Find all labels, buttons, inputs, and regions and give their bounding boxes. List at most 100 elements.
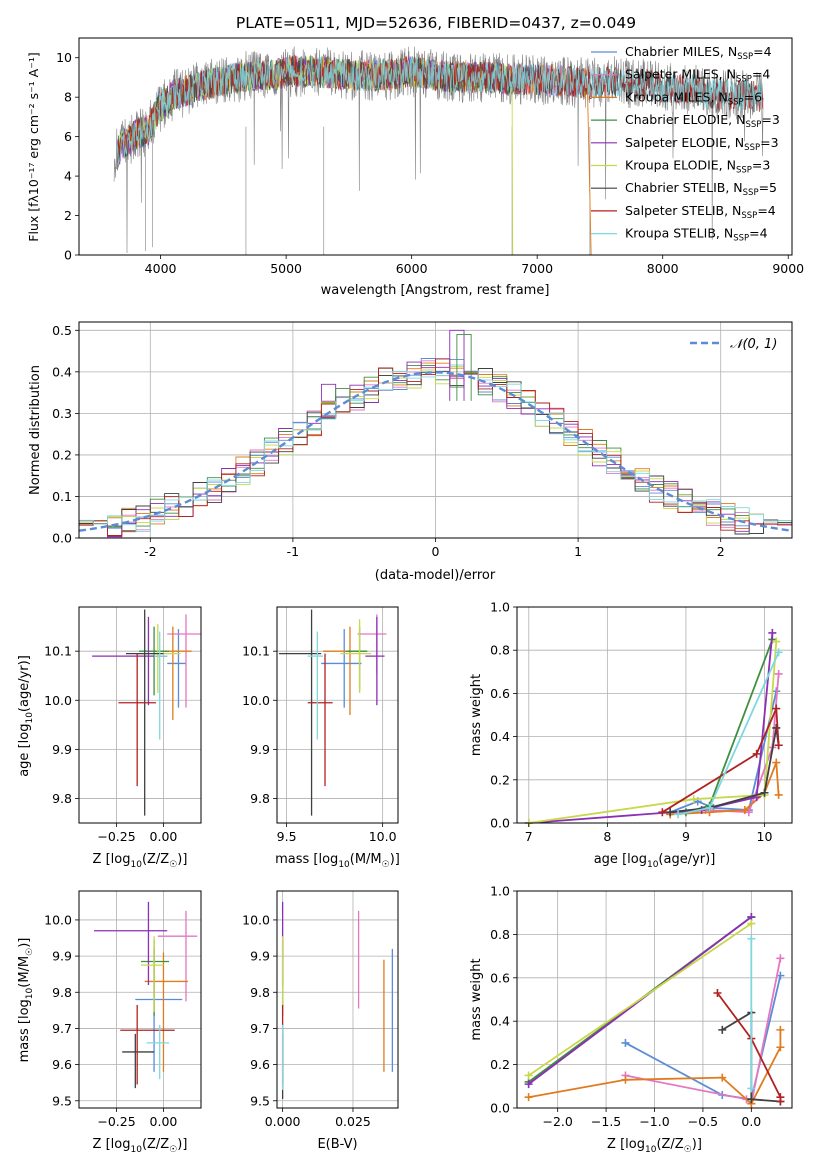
y-tick-label: 0.4 — [490, 729, 510, 744]
x-tick-label: −0.5 — [688, 1114, 718, 1129]
y-tick-label: 0.2 — [490, 1057, 510, 1072]
legend-sub: SSP — [743, 188, 759, 198]
axes-frame — [276, 890, 399, 1109]
plus-marker — [524, 1071, 533, 1080]
y-tick-label: 10 — [56, 50, 72, 65]
legend-sub: SSP — [736, 166, 752, 176]
y-tick-label: 0.6 — [490, 970, 510, 985]
plus-marker — [774, 741, 783, 750]
y-tick-label: 10.1 — [44, 644, 72, 659]
y-axis-label: mass [log10(M/M☉)] — [17, 938, 35, 1063]
label-rest: (age/yr)] — [17, 655, 32, 712]
subscript: ☉ — [25, 948, 35, 956]
legend-sub: SSP — [733, 234, 749, 244]
axes-frame — [78, 606, 202, 824]
legend-suffix: =4 — [752, 67, 770, 82]
label-rest: (age/yr)] — [658, 852, 715, 867]
x-tick-label: 10 — [757, 829, 773, 844]
x-tick-label: 1 — [574, 544, 582, 559]
y-tick-label: 10.0 — [242, 912, 270, 927]
plus-marker — [774, 790, 783, 799]
axes-frame — [78, 890, 202, 1109]
y-tick-label: 0.8 — [490, 927, 510, 942]
plus-marker — [776, 1097, 785, 1106]
plus-marker — [705, 803, 714, 812]
x-tick-label: 0.00 — [150, 829, 178, 844]
legend-suffix: =4 — [753, 44, 771, 59]
histogram-peak-bin — [456, 334, 472, 401]
legend-suffix: =4 — [757, 203, 775, 218]
y-axis-label: Flux [fλ10⁻¹⁷ erg cm⁻² s⁻¹ A⁻¹] — [26, 52, 41, 241]
y-axis-label: age [log10(age/yr)] — [17, 655, 35, 777]
legend-sub: SSP — [737, 52, 753, 62]
y-tick-label: 0.6 — [490, 686, 510, 701]
y-tick-label: 9.6 — [250, 1057, 270, 1072]
legend-label: 𝒩(0, 1) — [730, 337, 777, 352]
plus-marker — [772, 637, 781, 646]
model-cutoff — [511, 87, 514, 256]
subscript: 10 — [130, 1145, 142, 1155]
y-tick-label: 2 — [64, 208, 72, 223]
y-tick-label: 9.5 — [52, 1093, 72, 1108]
x-tick-label: 7000 — [521, 261, 553, 276]
y-tick-label: 0.0 — [52, 531, 72, 546]
legend-label: Salpeter STELIB, NSSP=4 — [625, 203, 776, 221]
subscript: 10 — [645, 1145, 657, 1155]
mass-weight-line — [685, 639, 774, 814]
x-tick-label: −1.5 — [591, 1114, 621, 1129]
y-tick-label: 0.1 — [52, 489, 72, 504]
plus-marker — [747, 1084, 756, 1093]
plus-marker — [776, 954, 785, 963]
x-tick-label: −2.0 — [542, 1114, 572, 1129]
legend-label: Chabrier ELODIE, NSSP=3 — [625, 112, 780, 130]
y-tick-label: 10.0 — [242, 693, 270, 708]
plus-marker — [621, 1075, 630, 1084]
histogram-peak-bin — [335, 388, 351, 401]
plus-marker — [621, 1038, 630, 1047]
subscript: 10 — [25, 712, 35, 724]
label-rest: )] — [177, 1137, 187, 1152]
x-axis-label: Z [log10(Z/Z☉)] — [93, 852, 188, 870]
plus-marker — [718, 1025, 727, 1034]
legend-label: Chabrier MILES, NSSP=4 — [625, 44, 772, 62]
x-tick-label: 0 — [432, 544, 440, 559]
plus-marker — [772, 704, 781, 713]
y-axis-label: mass weight — [469, 674, 484, 756]
x-tick-label: 9 — [682, 829, 690, 844]
residual-histogram-panel: -2 -1 0 1 2 0.0 0.1 0.2 0.3 0.4 0.5 (data-model)/er… — [28, 321, 793, 583]
plus-marker — [666, 808, 675, 817]
mass-vs-metallicity-panel: −0.25 0.00 9.5 9.6 9.7 9.8 9.9 10.0 Z [log10(Z/Z… — [17, 890, 202, 1155]
x-tick-label: 2 — [717, 544, 725, 559]
label-rest: (Z/Z — [142, 852, 169, 867]
x-tick-label: 7 — [525, 829, 533, 844]
y-tick-label: 0.4 — [490, 1014, 510, 1029]
x-tick-label: −0.25 — [97, 1114, 135, 1129]
plus-marker — [752, 749, 761, 758]
label-rest: (Z/Z — [656, 1137, 683, 1152]
y-tick-label: 9.7 — [52, 1021, 72, 1036]
legend-sub: SSP — [728, 97, 744, 107]
y-tick-label: 9.7 — [250, 1021, 270, 1036]
histogram-peak-bin — [449, 329, 465, 401]
spectrum-panel: 4000 5000 6000 7000 8000 9000 0 2 4 6 8 10 wavelengt… — [26, 37, 804, 298]
x-tick-label: 5000 — [270, 261, 302, 276]
x-tick-label: -2 — [144, 544, 156, 559]
axes-frame — [276, 606, 399, 824]
y-tick-label: 0.5 — [52, 323, 72, 338]
legend-sub: SSP — [744, 143, 760, 153]
x-axis-label: mass [log10(M/M☉)] — [275, 852, 400, 870]
y-tick-label: 6 — [64, 129, 72, 144]
x-tick-label: -1 — [287, 544, 299, 559]
subscript: ☉ — [169, 860, 177, 870]
plus-marker — [658, 808, 667, 817]
plus-marker — [774, 669, 783, 678]
x-axis-label: wavelength [Angstrom, rest frame] — [321, 283, 550, 298]
model-spectrum-line — [116, 55, 764, 169]
legend-label: Kroupa STELIB, NSSP=4 — [625, 226, 768, 244]
x-axis-label: Z [log10(Z/Z☉)] — [93, 1137, 188, 1155]
y-tick-label: 1.0 — [490, 600, 510, 615]
label-rest: )] — [177, 852, 187, 867]
y-tick-label: 9.8 — [250, 791, 270, 806]
y-tick-label: 9.8 — [52, 791, 72, 806]
